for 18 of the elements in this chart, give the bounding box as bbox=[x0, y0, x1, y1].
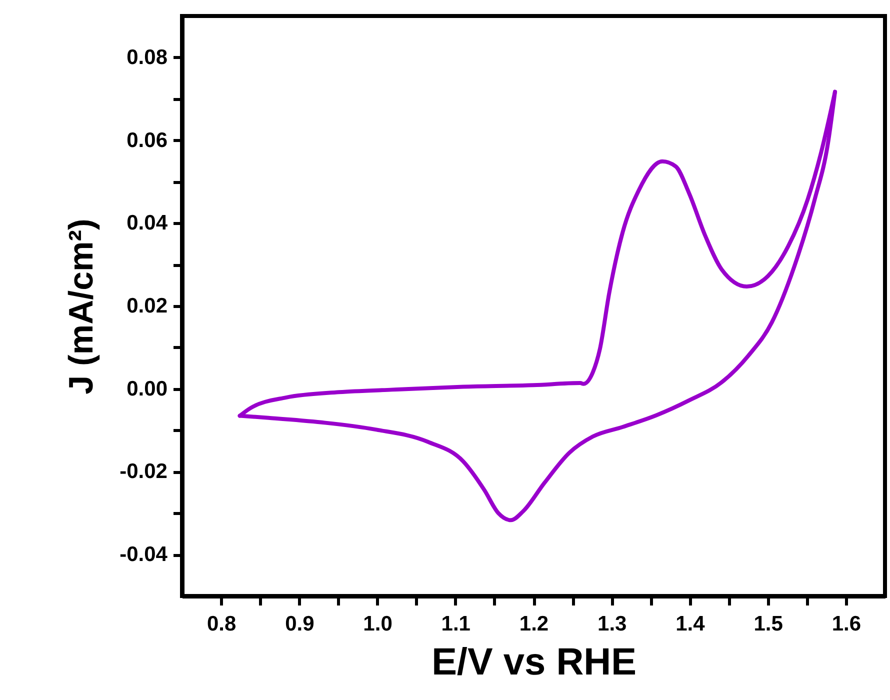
y-tick-label: 0.04 bbox=[126, 212, 168, 235]
y-tick-label: 0.02 bbox=[126, 294, 168, 318]
y-axis-title: J (mA/cm²) bbox=[62, 218, 101, 394]
x-tick-label: 1.3 bbox=[598, 612, 627, 636]
x-tick-label: 1.5 bbox=[754, 612, 784, 636]
x-tick-label: 1.1 bbox=[441, 612, 471, 636]
x-tick-label: 0.9 bbox=[285, 612, 314, 636]
y-tick-label: 0.06 bbox=[126, 128, 168, 152]
y-tick-label: 0.08 bbox=[126, 46, 168, 69]
y-tick-label: -0.04 bbox=[120, 543, 168, 566]
y-tick-label: 0.00 bbox=[126, 377, 168, 400]
x-tick-label: 0.8 bbox=[206, 612, 236, 636]
x-tick-label: 1.6 bbox=[832, 612, 862, 636]
y-tick-label: -0.02 bbox=[120, 460, 168, 484]
x-tick-label: 1.4 bbox=[676, 612, 706, 636]
x-tick-label: 1.2 bbox=[519, 612, 549, 636]
x-tick-label: 1.0 bbox=[363, 612, 392, 636]
x-axis-title: E/V vs RHE bbox=[432, 642, 636, 684]
